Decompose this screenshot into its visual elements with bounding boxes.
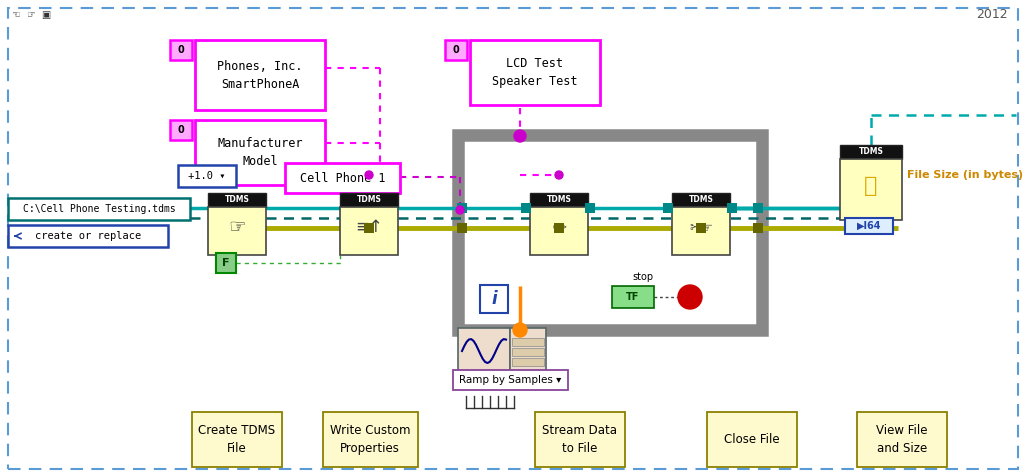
FancyBboxPatch shape (480, 285, 508, 313)
Text: File Size (in bytes): File Size (in bytes) (907, 170, 1023, 180)
Text: F: F (223, 258, 230, 268)
FancyBboxPatch shape (445, 40, 467, 60)
FancyBboxPatch shape (195, 120, 325, 185)
FancyBboxPatch shape (457, 203, 467, 213)
FancyBboxPatch shape (208, 193, 266, 207)
FancyBboxPatch shape (840, 159, 902, 220)
Text: 2012: 2012 (977, 8, 1008, 21)
Circle shape (365, 171, 373, 179)
Text: ✏: ✏ (552, 218, 566, 236)
Circle shape (555, 171, 563, 179)
Text: TDMS: TDMS (225, 196, 249, 205)
Circle shape (514, 130, 526, 142)
FancyBboxPatch shape (216, 253, 236, 273)
Text: 0: 0 (177, 125, 185, 135)
Text: C:\Cell Phone Testing.tdms: C:\Cell Phone Testing.tdms (23, 204, 175, 214)
FancyBboxPatch shape (192, 412, 282, 467)
FancyBboxPatch shape (672, 193, 731, 207)
FancyBboxPatch shape (696, 223, 706, 233)
FancyBboxPatch shape (470, 40, 600, 105)
FancyBboxPatch shape (753, 203, 763, 213)
FancyBboxPatch shape (510, 328, 546, 373)
FancyBboxPatch shape (530, 193, 588, 207)
Text: Stream Data
to File: Stream Data to File (543, 424, 618, 455)
FancyBboxPatch shape (753, 223, 763, 233)
FancyBboxPatch shape (857, 412, 947, 467)
Text: Cell Phone 1: Cell Phone 1 (300, 171, 385, 184)
FancyBboxPatch shape (195, 40, 325, 110)
Text: 0: 0 (177, 45, 185, 55)
FancyBboxPatch shape (8, 8, 1018, 469)
FancyBboxPatch shape (663, 203, 673, 213)
Circle shape (513, 323, 527, 337)
Text: 🪙: 🪙 (864, 176, 877, 196)
FancyBboxPatch shape (208, 207, 266, 255)
FancyBboxPatch shape (340, 193, 398, 207)
FancyBboxPatch shape (554, 223, 564, 233)
FancyBboxPatch shape (611, 286, 654, 308)
FancyBboxPatch shape (340, 207, 398, 255)
FancyBboxPatch shape (512, 348, 544, 356)
FancyBboxPatch shape (453, 370, 568, 390)
FancyBboxPatch shape (840, 145, 902, 159)
FancyBboxPatch shape (707, 412, 797, 467)
FancyBboxPatch shape (521, 203, 531, 213)
FancyBboxPatch shape (512, 358, 544, 366)
Text: ✂☞: ✂☞ (688, 220, 713, 234)
Text: Close File: Close File (724, 433, 780, 446)
FancyBboxPatch shape (458, 328, 510, 373)
Text: ☞: ☞ (228, 218, 246, 237)
Text: Write Custom
Properties: Write Custom Properties (329, 424, 410, 455)
Text: TF: TF (626, 292, 639, 302)
Text: TDMS: TDMS (547, 196, 571, 205)
Text: TDMS: TDMS (859, 148, 883, 156)
FancyBboxPatch shape (177, 165, 236, 187)
FancyBboxPatch shape (585, 203, 595, 213)
Text: TDMS: TDMS (357, 196, 382, 205)
FancyBboxPatch shape (285, 163, 400, 193)
FancyBboxPatch shape (512, 338, 544, 346)
Text: View File
and Size: View File and Size (876, 424, 928, 455)
FancyBboxPatch shape (530, 207, 588, 255)
Text: +1.0 ▾: +1.0 ▾ (188, 171, 226, 181)
FancyBboxPatch shape (322, 412, 418, 467)
Circle shape (678, 285, 702, 309)
Circle shape (456, 206, 464, 214)
FancyBboxPatch shape (8, 198, 190, 220)
Text: LCD Test
Speaker Test: LCD Test Speaker Test (492, 57, 578, 88)
Text: Phones, Inc.
SmartPhoneA: Phones, Inc. SmartPhoneA (218, 59, 303, 91)
FancyBboxPatch shape (672, 207, 731, 255)
Text: Create TDMS
File: Create TDMS File (198, 424, 276, 455)
Text: ☜  ☞  ▣: ☜ ☞ ▣ (12, 10, 51, 20)
Text: Manufacturer
Model: Manufacturer Model (218, 137, 303, 168)
FancyBboxPatch shape (170, 40, 192, 60)
Text: Ramp by Samples ▾: Ramp by Samples ▾ (459, 375, 561, 385)
FancyBboxPatch shape (170, 120, 192, 140)
FancyBboxPatch shape (457, 223, 467, 233)
Text: ▶I64: ▶I64 (857, 221, 881, 231)
Text: stop: stop (632, 272, 654, 282)
Text: ≡↑: ≡↑ (355, 218, 383, 236)
Text: i: i (491, 290, 497, 308)
FancyBboxPatch shape (845, 218, 893, 234)
FancyBboxPatch shape (535, 412, 625, 467)
Text: 0: 0 (452, 45, 460, 55)
FancyBboxPatch shape (8, 225, 168, 247)
Text: create or replace: create or replace (35, 231, 142, 241)
FancyBboxPatch shape (364, 223, 374, 233)
FancyBboxPatch shape (727, 203, 737, 213)
Text: TDMS: TDMS (688, 196, 713, 205)
